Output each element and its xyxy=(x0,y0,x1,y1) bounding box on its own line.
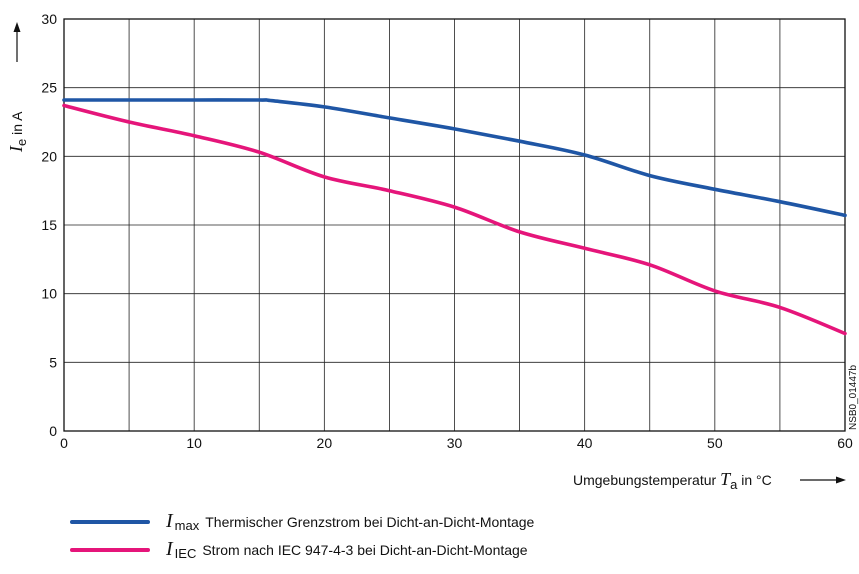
line-chart: 0 10 20 30 40 50 60 0 5 10 15 20 25 30 Ie in A Umgeb… xyxy=(6,11,859,492)
series-line-iiec xyxy=(62,103,847,336)
x-tick-label: 40 xyxy=(577,435,593,451)
y-axis-arrow xyxy=(13,22,21,62)
legend-label-iiec: Strom nach IEC 947-4-3 bei Dicht-an-Dich… xyxy=(202,541,528,558)
y-tick-label: 5 xyxy=(49,354,57,370)
x-axis-label: Umgebungstemperatur xyxy=(573,472,717,488)
y-axis-symbol: I xyxy=(6,145,26,153)
y-axis-unit: in A xyxy=(9,111,25,135)
y-tick-label: 20 xyxy=(41,148,57,164)
x-axis-sub: a xyxy=(730,477,738,492)
x-axis-symbol: T xyxy=(720,469,732,489)
y-tick-label: 10 xyxy=(41,286,57,302)
x-tick-label: 60 xyxy=(837,435,853,451)
y-tick-label: 0 xyxy=(49,423,57,439)
svg-text:Ie in A: Ie in A xyxy=(6,111,29,153)
x-tick-label: 20 xyxy=(317,435,333,451)
x-tick-label: 10 xyxy=(186,435,202,451)
legend-sub-imax: max xyxy=(174,518,200,533)
legend-symbol-iiec: I xyxy=(166,538,173,560)
legend-symbol-imax: I xyxy=(166,510,173,532)
y-axis-title: Ie in A xyxy=(6,111,29,153)
y-tick-labels: 0 5 10 15 20 25 30 xyxy=(41,11,57,439)
x-tick-labels: 0 10 20 30 40 50 60 xyxy=(60,435,853,451)
x-tick-label: 0 xyxy=(60,435,68,451)
y-tick-label: 30 xyxy=(41,11,57,27)
y-tick-label: 25 xyxy=(41,80,57,96)
figure-code: NSB0_01447b xyxy=(848,365,859,430)
x-tick-label: 50 xyxy=(707,435,723,451)
legend-item-imax: I max Thermischer Grenzstrom bei Dicht-a… xyxy=(70,510,534,533)
x-tick-label: 30 xyxy=(447,435,463,451)
y-tick-label: 15 xyxy=(41,217,57,233)
legend-label-imax: Thermischer Grenzstrom bei Dicht-an-Dich… xyxy=(205,513,535,530)
x-axis-arrow xyxy=(800,476,846,484)
legend-swatch-iiec xyxy=(70,547,150,552)
x-axis-title: Umgebungstemperatur Ta in °C xyxy=(573,469,772,492)
legend-sub-iiec: IEC xyxy=(174,546,197,561)
x-axis-unit: in °C xyxy=(741,472,772,488)
series-layer xyxy=(62,98,847,336)
y-axis-sub: e xyxy=(14,139,29,146)
plot-frame xyxy=(63,18,846,432)
legend-swatch-imax xyxy=(70,519,150,524)
series-line-imax xyxy=(62,98,847,218)
grid-lines xyxy=(64,19,845,431)
legend-item-iiec: I IEC Strom nach IEC 947-4-3 bei Dicht-a… xyxy=(70,538,528,561)
